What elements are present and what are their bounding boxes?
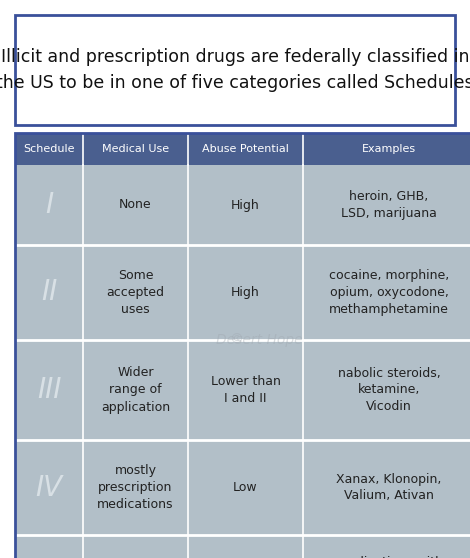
- Text: medications with
small amounts of
narcotics: medications with small amounts of narcot…: [335, 556, 443, 558]
- Text: heroin, GHB,
LSD, marijuana: heroin, GHB, LSD, marijuana: [341, 190, 437, 220]
- Bar: [15, 535, 83, 558]
- Text: Low: Low: [233, 481, 258, 494]
- Text: Wider
range of
application: Wider range of application: [101, 367, 170, 413]
- Bar: [188, 165, 303, 245]
- Bar: [15, 133, 83, 165]
- Text: II: II: [41, 278, 57, 306]
- Text: High: High: [231, 199, 260, 211]
- Bar: [188, 440, 303, 535]
- Bar: [83, 440, 188, 535]
- Bar: [15, 165, 83, 245]
- Bar: [188, 133, 303, 165]
- Text: Medical Use: Medical Use: [102, 144, 169, 154]
- Bar: [303, 245, 470, 340]
- Text: III: III: [37, 376, 61, 404]
- Bar: [15, 245, 83, 340]
- Text: ©: ©: [229, 333, 243, 347]
- FancyBboxPatch shape: [15, 15, 455, 125]
- Text: High: High: [231, 286, 260, 299]
- Text: Schedule: Schedule: [23, 144, 75, 154]
- Text: Some
accepted
uses: Some accepted uses: [107, 269, 164, 316]
- Text: I: I: [45, 191, 53, 219]
- Bar: [83, 340, 188, 440]
- Bar: [83, 535, 188, 558]
- Text: Illicit and prescription drugs are federally classified in
the US to be in one o: Illicit and prescription drugs are feder…: [0, 49, 470, 92]
- Bar: [303, 133, 470, 165]
- Text: Desert Hope: Desert Hope: [216, 333, 303, 347]
- Bar: [303, 340, 470, 440]
- Text: mostly
prescription
medications: mostly prescription medications: [97, 464, 174, 511]
- Text: Lower than
I and II: Lower than I and II: [211, 375, 281, 405]
- Bar: [83, 133, 188, 165]
- Bar: [303, 440, 470, 535]
- Text: Abuse Potential: Abuse Potential: [202, 144, 289, 154]
- Bar: [303, 535, 470, 558]
- Text: cocaine, morphine,
opium, oxycodone,
methamphetamine: cocaine, morphine, opium, oxycodone, met…: [329, 269, 449, 316]
- Bar: [15, 440, 83, 535]
- Bar: [188, 340, 303, 440]
- Text: nabolic steroids,
ketamine,
Vicodin: nabolic steroids, ketamine, Vicodin: [337, 367, 440, 413]
- Bar: [15, 340, 83, 440]
- Text: Xanax, Klonopin,
Valium, Ativan: Xanax, Klonopin, Valium, Ativan: [337, 473, 442, 503]
- Bar: [188, 535, 303, 558]
- Text: Examples: Examples: [362, 144, 416, 154]
- Text: None: None: [119, 199, 152, 211]
- Bar: [303, 165, 470, 245]
- Bar: [83, 165, 188, 245]
- Bar: [188, 245, 303, 340]
- Text: IV: IV: [35, 474, 63, 502]
- Bar: [83, 245, 188, 340]
